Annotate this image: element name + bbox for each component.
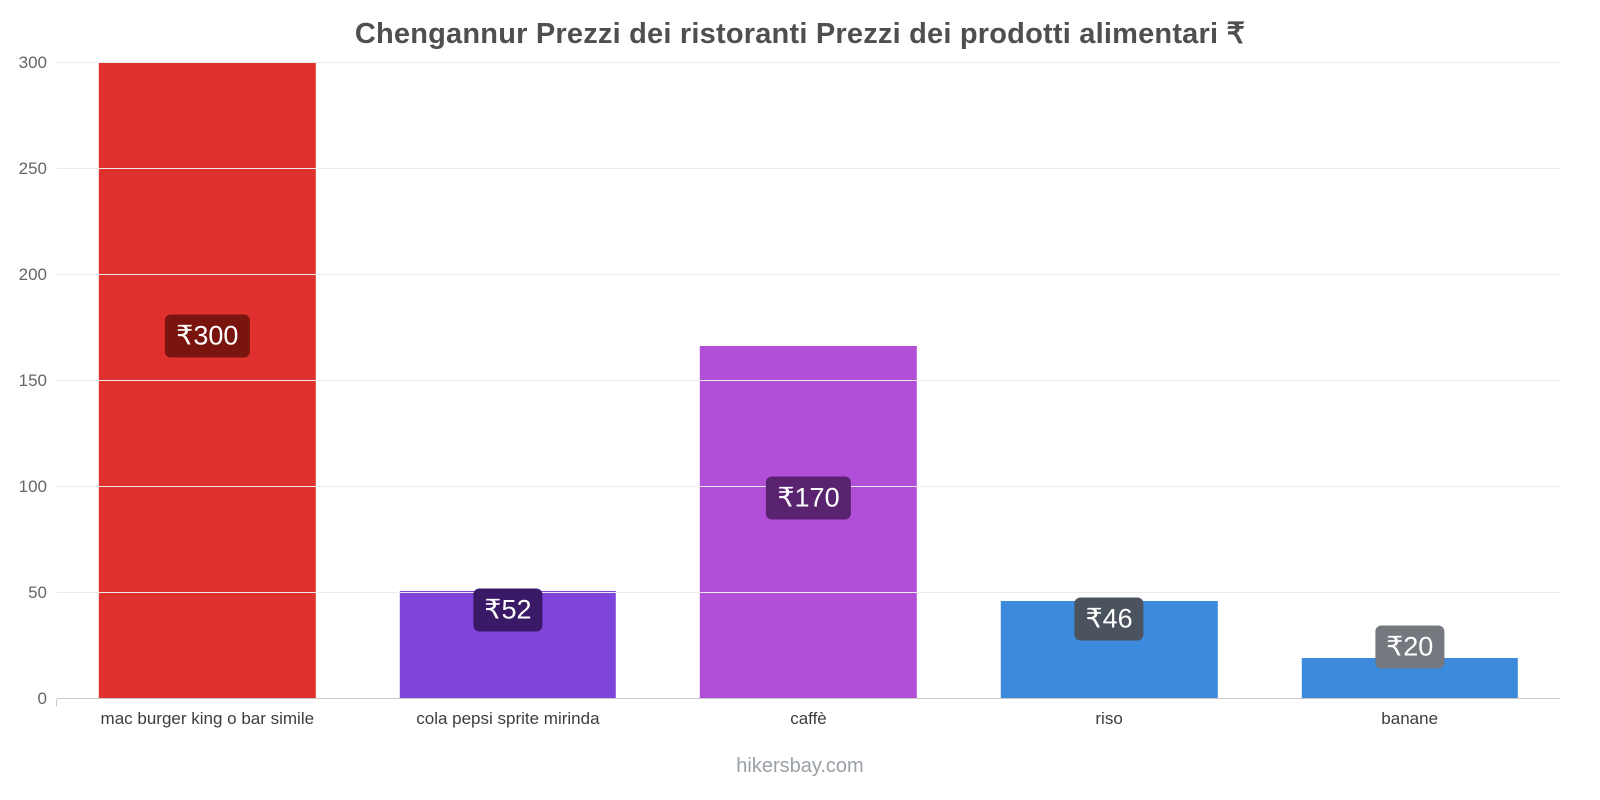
y-axis-tick-label: 250	[18, 159, 47, 178]
bar-value-badge: ₹52	[473, 588, 543, 632]
x-axis-category-label: caffè	[790, 709, 827, 728]
bar	[99, 63, 316, 699]
gridline	[57, 380, 1560, 381]
bar-column: ₹20	[1259, 63, 1560, 699]
x-axis-category-label: mac burger king o bar simile	[100, 709, 315, 728]
plot-area: ₹300 ₹52 ₹170 ₹46 ₹20 0 50 100 150 200 250 300	[19, 53, 1560, 708]
y-axis-tick-label: 0	[37, 689, 47, 708]
y-axis-tick-label: 100	[18, 477, 47, 496]
x-axis-labels: mac burger king o bar simile cola pepsi s…	[57, 709, 1560, 729]
y-axis-tick-label: 150	[18, 371, 47, 390]
x-axis-category-label: cola pepsi sprite mirinda	[416, 709, 600, 728]
y-axis-tick-label: 50	[28, 583, 47, 602]
gridline	[57, 62, 1560, 63]
x-axis-tick	[56, 699, 57, 706]
bar	[700, 346, 917, 699]
bar-column: ₹170	[658, 63, 959, 699]
bar-value-badge: ₹300	[165, 314, 250, 358]
bar-column: ₹52	[358, 63, 659, 699]
gridline	[57, 592, 1560, 593]
y-axis-tick-label: 300	[18, 53, 47, 72]
bar-column: ₹300	[57, 63, 358, 699]
bar-value-badge: ₹20	[1375, 625, 1445, 669]
bar-column: ₹46	[959, 63, 1260, 699]
x-axis-category-label: riso	[1095, 709, 1123, 728]
x-axis-category-label: banane	[1381, 709, 1439, 728]
footer-watermark: hikersbay.com	[736, 755, 864, 777]
gridline	[57, 698, 1560, 699]
bar-value-badge: ₹170	[766, 476, 851, 520]
gridline	[57, 168, 1560, 169]
gridline	[57, 274, 1560, 275]
y-axis-tick-label: 200	[18, 265, 47, 284]
chart-title: Chengannur Prezzi dei ristoranti Prezzi …	[354, 18, 1246, 50]
bars-layer: ₹300 ₹52 ₹170 ₹46 ₹20	[57, 63, 1560, 699]
bar-value-badge: ₹46	[1074, 597, 1144, 641]
